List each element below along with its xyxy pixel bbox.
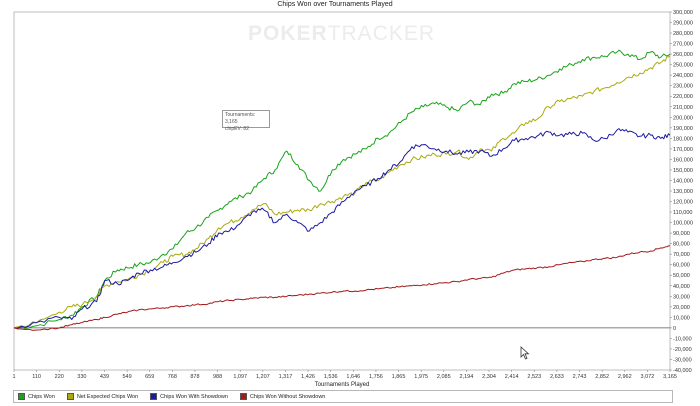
x-tick-label: 2,962 bbox=[618, 374, 632, 380]
x-tick-label: 1,097 bbox=[233, 374, 247, 380]
x-tick-label: 1,536 bbox=[324, 374, 338, 380]
y-tick-label: 170,000 bbox=[673, 147, 693, 153]
y-tick-label: 40,000 bbox=[673, 284, 690, 290]
y-tick-label: -30,000 bbox=[673, 357, 692, 363]
legend-item[interactable]: Chips Won Without Showdown bbox=[239, 393, 326, 400]
legend-item[interactable]: Chips Won bbox=[18, 393, 55, 400]
x-tick-label: 2,743 bbox=[573, 374, 587, 380]
legend-label: Net Expected Chips Won bbox=[76, 393, 139, 400]
x-tick-label: 220 bbox=[55, 374, 64, 380]
x-tick-label: 2,414 bbox=[505, 374, 519, 380]
y-tick-label: 280,000 bbox=[673, 31, 693, 37]
x-axis-label: Tournaments Played bbox=[315, 382, 370, 388]
y-tick-label: 60,000 bbox=[673, 263, 690, 269]
y-tick-label: 250,000 bbox=[673, 63, 693, 69]
y-tick-label: 20,000 bbox=[673, 305, 690, 311]
legend-item[interactable]: Chips Won With Showdown bbox=[150, 393, 228, 400]
y-tick-label: 230,000 bbox=[673, 84, 693, 90]
x-tick-label: 1 bbox=[12, 374, 15, 380]
x-tick-label: 1,207 bbox=[256, 374, 270, 380]
y-tick-label: 180,000 bbox=[673, 136, 693, 142]
series-line-chips-won bbox=[13, 49, 671, 330]
x-tick-label: 110 bbox=[32, 374, 41, 380]
x-tick-label: 1,756 bbox=[369, 374, 383, 380]
y-tick-label: -20,000 bbox=[673, 347, 692, 353]
chart-title: Chips Won over Tournaments Played bbox=[277, 1, 393, 8]
x-tick-label: 659 bbox=[145, 374, 154, 380]
mouse-cursor-icon bbox=[520, 346, 530, 360]
y-tick-label: 200,000 bbox=[673, 115, 693, 121]
x-tick-label: 439 bbox=[100, 374, 109, 380]
y-tick-label: -10,000 bbox=[673, 336, 692, 342]
legend-swatch bbox=[239, 393, 247, 400]
y-tick-label: 300,000 bbox=[673, 10, 693, 16]
y-tick-label: 270,000 bbox=[673, 42, 693, 48]
series-line-chips-won-without-showdown bbox=[13, 245, 671, 331]
x-tick-label: 878 bbox=[190, 374, 199, 380]
y-tick-label: 190,000 bbox=[673, 126, 693, 132]
x-tick-label: 3,072 bbox=[640, 374, 654, 380]
x-tick-label: 330 bbox=[77, 374, 86, 380]
x-tick-label: 1,426 bbox=[301, 374, 315, 380]
x-tick-label: 2,852 bbox=[595, 374, 609, 380]
y-tick-label: 110,000 bbox=[673, 210, 692, 216]
x-tick-label: 2,194 bbox=[460, 374, 474, 380]
y-tick-label: 140,000 bbox=[673, 178, 693, 184]
tooltip-line-chipev: chipEV: 82 bbox=[225, 126, 249, 132]
tooltip-line-tournaments: Tournaments: 3,165 bbox=[225, 112, 256, 125]
y-tick-label: 290,000 bbox=[673, 21, 693, 27]
y-tick-label: 260,000 bbox=[673, 52, 693, 58]
x-tick-label: 1,646 bbox=[346, 374, 360, 380]
y-tick-label: 120,000 bbox=[673, 200, 693, 206]
y-tick-label: 160,000 bbox=[673, 157, 693, 163]
pokertracker-watermark: POKERTRACKER bbox=[248, 22, 435, 46]
legend-label: Chips Won With Showdown bbox=[160, 393, 228, 400]
y-tick-label: 70,000 bbox=[673, 252, 690, 258]
series-line-chips-won-with-showdown bbox=[13, 128, 671, 329]
x-tick-label: 768 bbox=[168, 374, 177, 380]
y-tick-label: 80,000 bbox=[673, 242, 690, 248]
plot-area bbox=[13, 11, 671, 371]
x-tick-label: 1,975 bbox=[414, 374, 428, 380]
y-tick-label: 100,000 bbox=[673, 221, 693, 227]
legend-label: Chips Won bbox=[28, 393, 55, 400]
y-tick-label: 130,000 bbox=[673, 189, 693, 195]
y-tick-label: 220,000 bbox=[673, 94, 693, 100]
legend-swatch bbox=[66, 393, 74, 400]
x-tick-label: 2,085 bbox=[437, 374, 451, 380]
y-tick-label: 0 bbox=[673, 326, 676, 332]
y-tick-label: 90,000 bbox=[673, 231, 690, 237]
watermark-part1: POKER bbox=[248, 22, 328, 45]
y-tick-label: -40,000 bbox=[673, 368, 692, 374]
x-tick-label: 2,633 bbox=[550, 374, 564, 380]
x-tick-label: 2,304 bbox=[482, 374, 496, 380]
x-tick-label: 1,317 bbox=[279, 374, 293, 380]
x-tick-label: 549 bbox=[123, 374, 132, 380]
watermark-part2: TRACKER bbox=[327, 22, 436, 45]
y-tick-label: 210,000 bbox=[673, 105, 693, 111]
legend-swatch bbox=[150, 393, 158, 400]
y-tick-label: 50,000 bbox=[673, 273, 690, 279]
chart-legend: Chips Won Net Expected Chips Won Chips Won… bbox=[13, 390, 673, 403]
x-tick-label: 2,523 bbox=[527, 374, 541, 380]
x-tick-label: 988 bbox=[213, 374, 222, 380]
y-tick-label: 150,000 bbox=[673, 168, 693, 174]
y-tick-label: 240,000 bbox=[673, 73, 693, 79]
y-tick-label: 10,000 bbox=[673, 315, 690, 321]
series-line-net-expected-chips-won bbox=[13, 55, 671, 329]
legend-label: Chips Won Without Showdown bbox=[249, 393, 326, 400]
x-tick-label: 1,865 bbox=[392, 374, 406, 380]
x-tick-label: 3,165 bbox=[663, 374, 677, 380]
legend-item[interactable]: Net Expected Chips Won bbox=[66, 393, 139, 400]
chart-tooltip: Tournaments: 3,165 chipEV: 82 bbox=[222, 110, 270, 132]
y-tick-label: 30,000 bbox=[673, 294, 690, 300]
legend-swatch bbox=[18, 393, 25, 400]
